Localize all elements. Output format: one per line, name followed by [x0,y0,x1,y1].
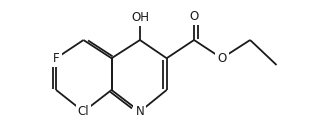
Text: Cl: Cl [78,105,89,118]
Text: OH: OH [131,11,149,24]
Text: O: O [189,10,199,23]
Text: N: N [136,105,144,118]
Text: O: O [217,52,226,65]
Text: F: F [53,52,59,65]
